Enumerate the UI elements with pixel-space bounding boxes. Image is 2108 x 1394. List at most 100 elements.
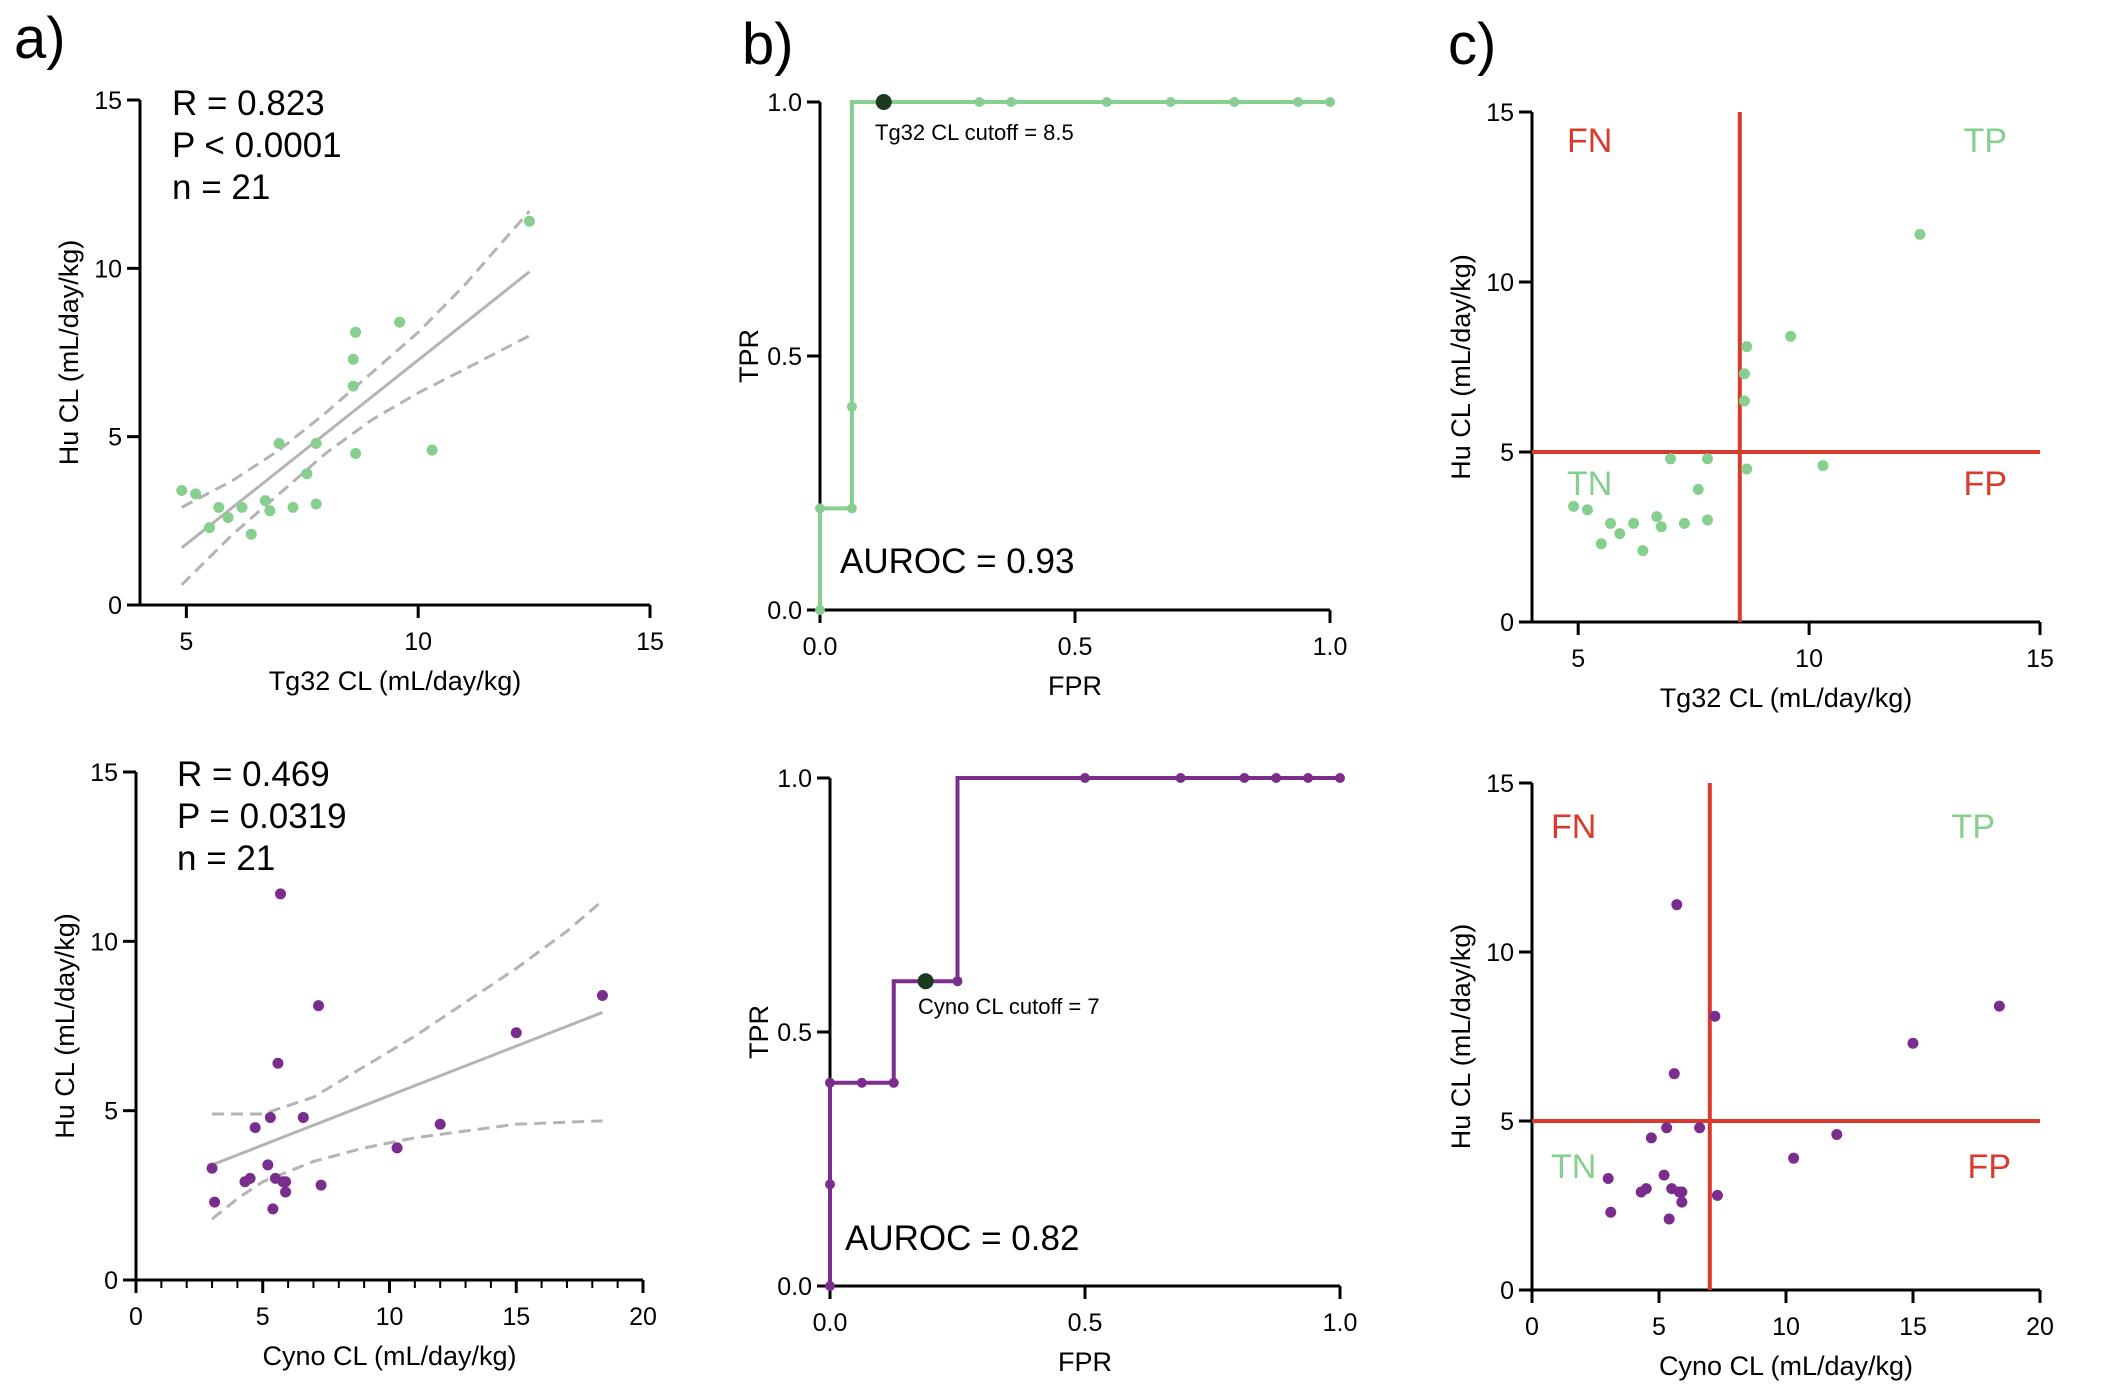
y-axis-label: TPR	[734, 329, 764, 383]
data-point	[1738, 395, 1750, 407]
x-tick-label: 5	[179, 628, 193, 656]
stat-text: R = 0.823	[172, 84, 325, 123]
y-tick-label: 0.5	[777, 1019, 812, 1047]
data-point	[1605, 517, 1617, 529]
stat-text: n = 21	[177, 839, 275, 878]
data-point	[1605, 1206, 1617, 1218]
data-point	[1668, 1068, 1680, 1080]
x-tick-label: 5	[1652, 1313, 1666, 1341]
ci-lower-line	[180, 334, 531, 586]
data-point	[1581, 504, 1593, 516]
quadrant-label-tp: TP	[1964, 122, 2007, 160]
data-point	[236, 501, 248, 513]
auroc-label: AUROC = 0.82	[845, 1219, 1079, 1258]
data-point	[272, 1057, 284, 1069]
ci-upper-line	[212, 899, 604, 1116]
data-point	[1701, 453, 1713, 465]
x-tick-label: 5	[1571, 645, 1585, 673]
x-axis-label: Cyno CL (mL/day/kg)	[262, 1341, 516, 1371]
data-point	[1658, 1169, 1670, 1181]
roc-curve	[818, 100, 1330, 610]
data-point	[1602, 1172, 1614, 1184]
data-point	[249, 1122, 261, 1134]
data-point	[1645, 1132, 1657, 1144]
data-point	[1785, 330, 1797, 342]
roc-point	[815, 605, 825, 615]
y-tick-label: 0.0	[767, 597, 802, 625]
x-axis-label: FPR	[1058, 1347, 1112, 1377]
roc-point	[1080, 773, 1090, 783]
roc-point	[846, 401, 857, 412]
chart-a_top: 5 10 15 0 5 10 15 Tg32 CL (mL/day/kg) Hu CL (mL/…	[54, 84, 664, 696]
x-tick-label: 15	[502, 1303, 530, 1331]
data-point	[262, 1159, 274, 1171]
roc-point	[1165, 97, 1176, 107]
data-point	[434, 1118, 446, 1130]
stat-text: P < 0.0001	[172, 126, 342, 165]
x-tick-label: 0.0	[803, 633, 838, 661]
x-tick-label: 10	[404, 628, 432, 656]
y-tick-label: 10	[1486, 939, 1514, 967]
ci-upper-line	[181, 210, 531, 509]
cutoff-label: Tg32 CL cutoff = 8.5	[875, 120, 1074, 145]
data-point	[1628, 517, 1640, 529]
y-tick-label: 0	[104, 1267, 118, 1295]
quadrant-label-fp: FP	[1968, 1148, 2011, 1186]
data-point	[280, 1176, 292, 1188]
y-tick-label: 0	[108, 592, 122, 620]
y-tick-label: 5	[104, 1098, 118, 1126]
quadrant-label-tp: TP	[1952, 808, 1995, 846]
data-point	[245, 528, 257, 540]
data-point	[206, 1162, 218, 1174]
quadrant-label-tn: TN	[1551, 1148, 1596, 1186]
data-point	[426, 444, 438, 456]
y-tick-label: 5	[1500, 1108, 1514, 1136]
regression-line	[211, 1011, 603, 1167]
data-point	[1738, 368, 1750, 380]
data-point	[394, 316, 406, 328]
roc-point	[825, 1179, 835, 1190]
quadrant-label-fn: FN	[1551, 808, 1596, 846]
data-point	[176, 485, 188, 497]
roc-point	[1006, 97, 1017, 107]
data-point	[190, 488, 202, 500]
data-point	[1665, 453, 1677, 465]
roc-point	[1175, 773, 1186, 783]
x-tick-label: 20	[2026, 1313, 2054, 1341]
x-tick-label: 10	[1772, 1313, 1800, 1341]
data-point	[1663, 1213, 1675, 1225]
data-point	[1640, 1183, 1652, 1195]
y-tick-label: 15	[1486, 770, 1514, 798]
data-point	[1701, 514, 1713, 526]
quadrant-label-tn: TN	[1567, 465, 1612, 503]
data-point	[259, 495, 271, 507]
roc-curve	[828, 776, 1340, 1286]
x-tick-label: 0.5	[1058, 633, 1093, 661]
data-point	[1678, 517, 1690, 529]
y-axis-label: Hu CL (mL/day/kg)	[54, 240, 84, 466]
roc-point	[1271, 773, 1282, 783]
ci-lower-line	[211, 1119, 603, 1221]
roc-point	[1303, 773, 1314, 783]
data-point	[301, 468, 313, 480]
quadrant-label-fp: FP	[1964, 465, 2007, 503]
data-point	[264, 505, 276, 517]
data-point	[280, 1186, 292, 1198]
x-tick-label: 5	[256, 1303, 270, 1331]
chart-c_top: 5 10 15 0 5 10 15 Tg32 CL (mL/day/kg) Hu CL (mL/…	[1446, 99, 2054, 713]
x-tick-label: 0.5	[1068, 1309, 1103, 1337]
roc-point	[825, 1077, 835, 1088]
data-point	[1817, 460, 1829, 472]
data-point	[315, 1179, 327, 1191]
x-tick-label: 10	[376, 1303, 404, 1331]
data-point	[274, 888, 286, 900]
x-tick-label: 0	[129, 1303, 143, 1331]
data-point	[1993, 1000, 2005, 1012]
data-point	[1914, 228, 1926, 240]
data-point	[297, 1111, 309, 1123]
y-tick-label: 15	[1486, 99, 1514, 127]
data-point	[1655, 521, 1667, 533]
data-point	[510, 1027, 522, 1039]
data-point	[222, 511, 234, 523]
data-point	[244, 1172, 256, 1184]
